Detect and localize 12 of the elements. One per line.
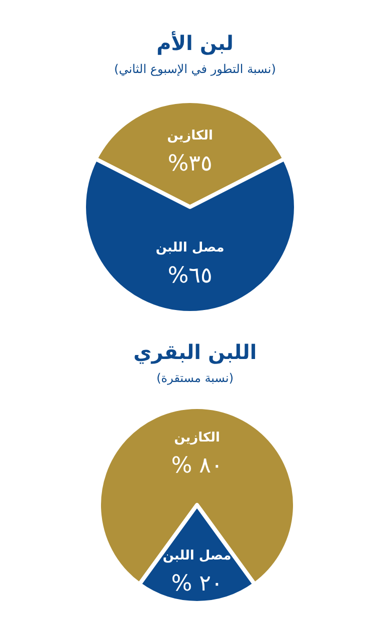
data-label: % ٢٠ — [171, 572, 223, 596]
chart-title: اللبن البقري — [133, 340, 257, 364]
slice-label: الكازين — [167, 128, 213, 144]
chart-subtitle: (نسبة مستقرة) — [156, 371, 234, 385]
data-label: %٣٥ — [168, 152, 212, 176]
slice-label: مصل اللبن — [156, 240, 224, 256]
slice-label: الكازين — [174, 430, 220, 446]
data-label: %٦٥ — [168, 264, 212, 288]
chart-subtitle: (نسبة التطور في الإسبوع الثاني) — [114, 62, 276, 76]
slice-label: مصل اللبن — [162, 548, 232, 564]
chart-title: لبن الأم — [156, 31, 234, 55]
data-label: % ٨٠ — [171, 454, 223, 478]
